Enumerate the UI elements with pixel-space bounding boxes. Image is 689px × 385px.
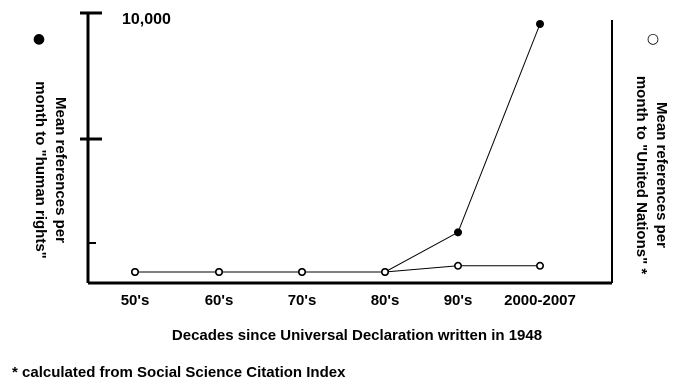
y-left-title: Mean references per month to "human righ… xyxy=(32,81,69,259)
x-tick-label: 2000-2007 xyxy=(504,292,576,309)
data-point-open xyxy=(297,267,306,276)
x-tick-label: 80's xyxy=(371,292,400,309)
x-tick-label: 60's xyxy=(205,292,234,309)
y-left-title-line1: Mean references per xyxy=(52,97,69,243)
series-line-2 xyxy=(135,265,540,273)
series-group xyxy=(131,20,544,276)
y-right-title-line2: month to "United Nations" * xyxy=(633,76,650,275)
x-tick-labels: 50's 60's 70's 80's 90's 2000-2007 xyxy=(121,292,576,309)
y-left-title-line2: month to "human rights" xyxy=(32,81,49,259)
x-tick-label: 70's xyxy=(288,292,317,309)
data-point-open xyxy=(453,261,462,270)
left-legend-marker: ● xyxy=(33,31,45,47)
x-axis-title: Decades since Universal Declaration writ… xyxy=(172,327,542,344)
x-tick-label: 90's xyxy=(444,292,473,309)
data-point-filled xyxy=(454,228,462,237)
data-point-open xyxy=(131,267,140,276)
y-right-title-line1: Mean references per xyxy=(653,102,670,248)
data-point-filled xyxy=(536,20,544,28)
right-legend-marker: ○ xyxy=(647,31,659,47)
data-point-open xyxy=(535,261,544,270)
x-tick-label: 50's xyxy=(121,292,150,309)
axes xyxy=(80,11,613,285)
footnote: * calculated from Social Science Citatio… xyxy=(12,364,346,381)
series-line-1 xyxy=(135,23,541,273)
data-point-open xyxy=(380,267,389,276)
y-right-title: Mean references per month to "United Nat… xyxy=(633,76,670,275)
y-max-label: 10,000 xyxy=(122,11,171,28)
data-point-open xyxy=(215,267,224,276)
